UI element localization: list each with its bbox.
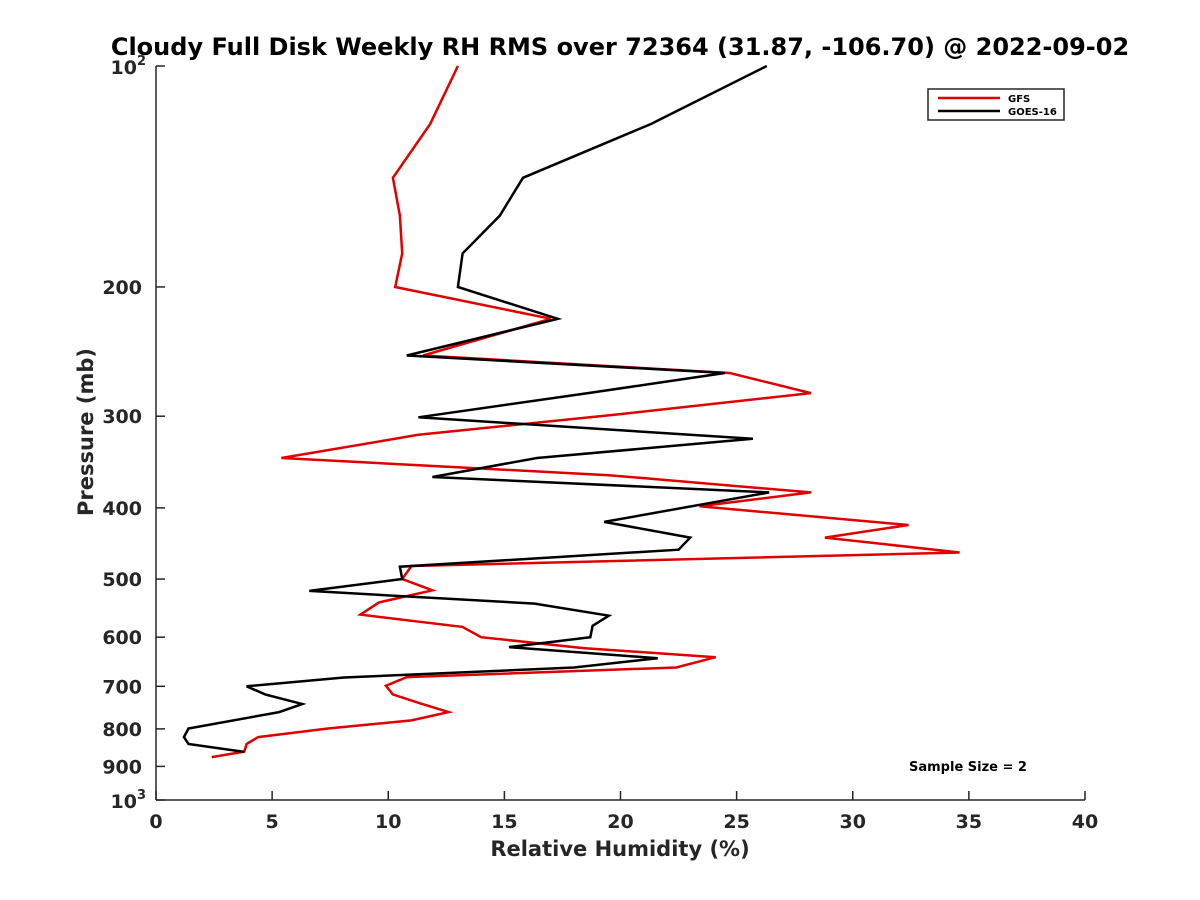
y-tick-label: 103 [111,788,147,813]
y-axis-label: Pressure (mb) [74,348,98,516]
series-line-goes-16 [182,64,770,754]
x-axis-label: Relative Humidity (%) [490,837,749,861]
y-tick-label: 600 [102,627,142,649]
sample-size-annotation: Sample Size = 2 [909,760,1027,775]
x-tick-label: 30 [840,811,866,833]
y-tick-label: 800 [102,719,142,741]
plot-area: 0 5 10 15 20 25 30 35 40 102 200 300 400 500 600 700 800… [102,54,1098,833]
x-tick-label: 25 [723,811,749,833]
y-tick-label: 300 [102,406,142,428]
chart-title: Cloudy Full Disk Weekly RH RMS over 7236… [111,33,1129,61]
y-tick-label: 200 [102,277,142,299]
x-tick-label: 0 [149,811,162,833]
legend-box [927,88,1065,121]
x-tick-label: 10 [375,811,401,833]
legend-label: GFS [1008,94,1030,105]
y-tick-label: 700 [102,676,142,698]
x-tick-label: 35 [956,811,982,833]
x-tick-label: 5 [266,811,279,833]
x-tick-label: 15 [491,811,517,833]
y-tick-label: 102 [111,54,147,79]
legend: GFS GOES-16 [927,88,1065,121]
y-tick-label: 500 [102,569,142,591]
y-tick-label: 900 [102,756,142,778]
x-tick-label: 20 [607,811,633,833]
legend-label: GOES-16 [1008,107,1057,118]
x-tick-label: 40 [1072,811,1098,833]
y-tick-label: 400 [102,498,142,520]
